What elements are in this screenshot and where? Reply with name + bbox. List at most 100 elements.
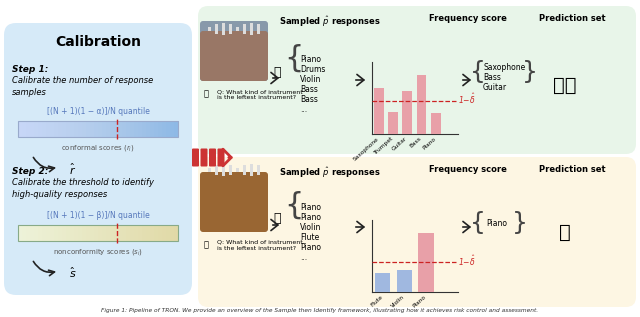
Bar [174, 121, 179, 137]
Text: conformal scores ($r_i$): conformal scores ($r_i$) [61, 143, 135, 153]
Text: Flute: Flute [369, 294, 384, 307]
Bar [66, 121, 70, 137]
Bar [34, 121, 38, 137]
Bar [66, 225, 70, 241]
Bar [208, 27, 211, 31]
Text: 🤖: 🤖 [273, 212, 281, 225]
Text: $\hat{r}$: $\hat{r}$ [69, 161, 76, 177]
Bar [118, 121, 122, 137]
Text: Step 1:: Step 1: [12, 65, 49, 74]
Bar [146, 225, 150, 241]
Bar [374, 88, 384, 134]
Bar [122, 121, 127, 137]
Bar [42, 225, 47, 241]
Bar [98, 225, 102, 241]
Bar [138, 121, 143, 137]
Text: Bass: Bass [483, 74, 501, 82]
Bar [154, 225, 159, 241]
Text: Piano: Piano [300, 243, 321, 251]
Text: Calibration: Calibration [55, 35, 141, 49]
Bar [170, 121, 175, 137]
Bar [134, 225, 138, 241]
Bar [403, 91, 412, 134]
Text: {: { [284, 43, 304, 73]
Text: Bass: Bass [300, 86, 318, 94]
Bar [86, 225, 90, 241]
FancyBboxPatch shape [198, 6, 636, 154]
Text: }: } [522, 60, 538, 84]
Text: Piano: Piano [300, 203, 321, 211]
FancyBboxPatch shape [192, 148, 199, 166]
Text: Q: What kind of instrument
is the leftest instrument?: Q: What kind of instrument is the leftes… [217, 240, 303, 251]
Bar [50, 225, 54, 241]
Text: Piano: Piano [421, 136, 436, 151]
Bar [62, 225, 67, 241]
Bar [94, 121, 99, 137]
Text: Prediction set: Prediction set [539, 14, 605, 23]
Bar [158, 225, 163, 241]
Bar [243, 24, 246, 34]
Bar [54, 225, 58, 241]
Text: Q: What kind of instrument
is the leftest instrument?: Q: What kind of instrument is the leftes… [217, 89, 303, 100]
Bar [236, 27, 239, 31]
Bar [58, 121, 63, 137]
Bar [222, 23, 225, 35]
FancyBboxPatch shape [209, 148, 216, 166]
Text: Piano: Piano [300, 55, 321, 64]
Text: $\hat{s}$: $\hat{s}$ [69, 266, 77, 280]
Bar [250, 164, 253, 176]
Text: Figure 1: Pipeline of TRON. We provide an overview of the Sample then Identify f: Figure 1: Pipeline of TRON. We provide a… [101, 308, 539, 313]
Text: Step 2:: Step 2: [12, 167, 49, 176]
Bar [30, 225, 35, 241]
FancyBboxPatch shape [218, 148, 225, 166]
Bar [114, 121, 118, 137]
Bar [62, 121, 67, 137]
FancyBboxPatch shape [200, 172, 268, 232]
Bar [82, 121, 86, 137]
Bar [166, 225, 170, 241]
Text: [(N + 1)(1 − α)]/N quantile: [(N + 1)(1 − α)]/N quantile [47, 107, 149, 116]
Bar [34, 225, 38, 241]
Bar [419, 233, 433, 292]
Bar [431, 113, 440, 134]
Text: Trumpet: Trumpet [373, 136, 394, 156]
Text: 1−$\hat{\delta}$: 1−$\hat{\delta}$ [458, 92, 476, 106]
Bar [257, 24, 260, 34]
Bar [142, 121, 147, 137]
Text: Saxophone: Saxophone [483, 63, 525, 73]
Bar [158, 121, 163, 137]
Bar [222, 164, 225, 176]
Text: Violin: Violin [300, 75, 321, 85]
Bar [46, 121, 51, 137]
Text: Sampled $\hat{p}$ responses: Sampled $\hat{p}$ responses [279, 165, 381, 179]
Bar [74, 225, 79, 241]
Bar [142, 225, 147, 241]
Bar [229, 24, 232, 34]
Bar [250, 23, 253, 35]
Bar [154, 121, 159, 137]
Text: ...: ... [300, 253, 307, 262]
Bar [82, 225, 86, 241]
Text: Calibrate the threshold to identify
high-quality responses: Calibrate the threshold to identify high… [12, 178, 154, 199]
Bar [215, 165, 218, 175]
Bar [102, 121, 106, 137]
Bar [134, 121, 138, 137]
Bar [150, 225, 154, 241]
FancyBboxPatch shape [200, 31, 268, 81]
Bar [70, 121, 74, 137]
Text: 📷: 📷 [204, 89, 209, 98]
Bar [26, 225, 31, 241]
Bar [150, 121, 154, 137]
Text: 🧑: 🧑 [559, 223, 571, 242]
Text: ...: ... [300, 106, 307, 114]
Bar [146, 121, 150, 137]
Text: Sampled $\hat{p}$ responses: Sampled $\hat{p}$ responses [279, 14, 381, 29]
Bar [110, 121, 115, 137]
Bar [70, 225, 74, 241]
Bar [22, 225, 26, 241]
Bar [208, 168, 211, 172]
Text: Bass: Bass [300, 95, 318, 105]
Bar [106, 225, 111, 241]
Text: Calibrate the number of response
samples: Calibrate the number of response samples [12, 76, 153, 97]
FancyBboxPatch shape [200, 148, 207, 166]
